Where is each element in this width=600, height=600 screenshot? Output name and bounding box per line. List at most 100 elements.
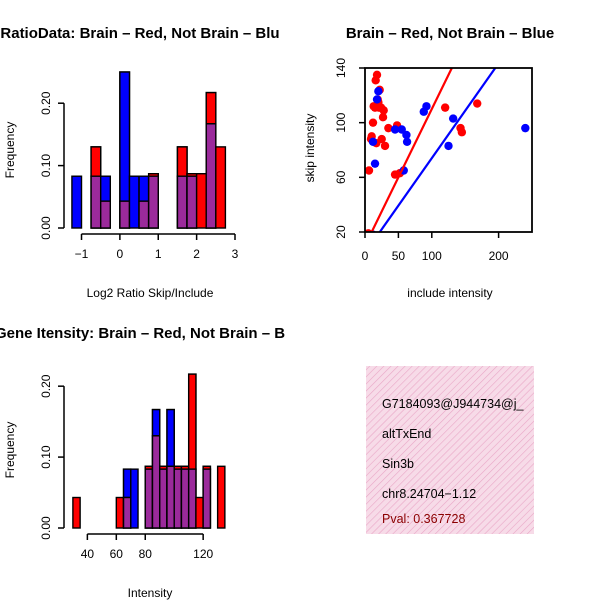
- ratio-histogram-bar-top: [138, 175, 150, 202]
- info-background: [366, 366, 534, 534]
- ratio-histogram-xlabel: Log2 Ratio Skip/Include: [87, 286, 214, 300]
- scatter-point-not-brain: [372, 95, 382, 104]
- scatter-plot-area: [365, 68, 530, 232]
- scatter-point-not-brain: [521, 123, 530, 133]
- intensity-histogram-bar-overlap: [159, 468, 168, 529]
- ratio-histogram-bar-top: [119, 71, 131, 202]
- scatter-point-not-brain: [444, 141, 453, 151]
- scatter-point-brain: [365, 166, 374, 175]
- ratio-histogram-x-tick-label: 1: [155, 247, 162, 261]
- intensity-histogram-x-tick-label: 120: [193, 547, 213, 561]
- scatter-fit-line-blue: [378, 68, 497, 232]
- intensity-histogram-bar-overlap: [202, 468, 212, 529]
- intensity-histogram-x-tick-label: 80: [139, 547, 153, 561]
- ratio-histogram-bar-top: [90, 146, 102, 177]
- ratio-histogram-axes: −1 0 1 2 3 0.00 0.10 0.20: [39, 91, 239, 261]
- scatter-y-tick-label: 20: [334, 225, 348, 239]
- intensity-histogram-x-tick-label: 40: [81, 547, 95, 561]
- scatter-point-brain: [379, 106, 388, 115]
- scatter-y-tick-label: 140: [334, 58, 348, 78]
- info-line-type: altTxEnd: [382, 427, 431, 441]
- ratio-histogram-bar-not-brain: [128, 175, 140, 229]
- intensity-histogram-bar-brain: [72, 496, 81, 529]
- scatter-fit-line-red: [370, 68, 453, 232]
- ratio-histogram-bars: [71, 71, 227, 229]
- ratio-histogram-bar-overlap: [186, 175, 198, 229]
- ratio-histogram-panel: RatioData: Brain – Red, Not Brain – Blu …: [0, 25, 279, 300]
- intensity-histogram-ylabel: Frequency: [3, 422, 17, 479]
- intensity-histogram-bar-top: [187, 373, 197, 470]
- intensity-histogram-x-tick-label: 60: [110, 547, 124, 561]
- scatter-axes: 0 50 100 200 20 60 100 140: [334, 58, 533, 263]
- scatter-xlabel: include intensity: [407, 286, 492, 300]
- info-line-location: chr8.24704−1.12: [382, 487, 476, 501]
- scatter-point-not-brain: [448, 114, 458, 123]
- info-panel: G7184093@J944734@j_ altTxEnd Sin3b chr8.…: [366, 366, 534, 534]
- ratio-histogram-bar-overlap: [90, 175, 102, 229]
- intensity-histogram-bar-top: [151, 408, 161, 437]
- scatter-y-tick-label: 100: [334, 112, 348, 132]
- ratio-histogram-bar-overlap: [99, 200, 111, 229]
- scatter-point-brain: [473, 99, 482, 108]
- scatter-point-not-brain: [370, 159, 380, 168]
- intensity-histogram-y-tick-label: 0.20: [39, 374, 53, 398]
- scatter-y-tick-label: 60: [334, 170, 348, 184]
- ratio-histogram-bar-overlap: [176, 175, 188, 229]
- intensity-histogram-bar-overlap: [187, 468, 197, 529]
- intensity-histogram-bar-overlap: [173, 468, 183, 529]
- ratio-histogram-y-tick-label: 0.00: [39, 216, 53, 240]
- intensity-histogram-bar-overlap: [166, 465, 175, 529]
- ratio-histogram-bar-not-brain: [71, 175, 83, 229]
- scatter-point-not-brain: [422, 102, 431, 111]
- ratio-histogram-bar-overlap: [119, 200, 131, 229]
- ratio-histogram-x-tick-label: −1: [75, 247, 89, 261]
- info-line-gene: Sin3b: [382, 457, 414, 471]
- ratio-histogram-y-tick-label: 0.20: [39, 91, 53, 115]
- intensity-histogram-bar-brain: [195, 496, 204, 529]
- scatter-point-brain: [380, 141, 390, 151]
- scatter-point-brain: [378, 113, 388, 122]
- intensity-histogram-bar-top: [166, 408, 175, 468]
- intensity-histogram-bar-top: [122, 468, 132, 499]
- intensity-histogram-axes: 40 60 80 120 0.00 0.10 0.20: [39, 374, 213, 561]
- ratio-histogram-ylabel: Frequency: [3, 122, 17, 179]
- intensity-histogram-bar-overlap: [151, 435, 161, 529]
- scatter-point-brain: [377, 134, 386, 144]
- scatter-point-brain: [372, 70, 382, 80]
- scatter-point-not-brain: [402, 130, 411, 140]
- scatter-point-brain: [368, 118, 378, 127]
- scatter-x-tick-label: 200: [489, 249, 509, 263]
- scatter-point-not-brain: [374, 87, 383, 96]
- intensity-histogram-title: Gene Itensity: Brain – Red, Not Brain – …: [0, 325, 285, 342]
- scatter-x-tick-label: 0: [362, 249, 369, 263]
- ratio-histogram-bar-brain: [195, 173, 207, 229]
- scatter-point-not-brain: [390, 125, 400, 134]
- ratio-histogram-bar-top: [176, 146, 188, 177]
- ratio-histogram-x-tick-label: 3: [232, 247, 239, 261]
- scatter-title: Brain – Red, Not Brain – Blue: [346, 25, 554, 42]
- ratio-histogram-bar-top: [99, 175, 111, 202]
- scatter-x-tick-label: 50: [392, 249, 406, 263]
- intensity-histogram-xlabel: Intensity: [128, 586, 173, 600]
- scatter-frame: [364, 67, 533, 233]
- ratio-histogram-title: RatioData: Brain – Red, Not Brain – Blu: [0, 25, 279, 42]
- scatter-x-tick-label: 100: [422, 249, 442, 263]
- ratio-histogram-bar-overlap: [205, 123, 217, 229]
- intensity-histogram-bar-brain: [216, 465, 226, 529]
- ratio-histogram-bar-top: [205, 91, 217, 125]
- intensity-histogram-bar-brain: [115, 496, 125, 529]
- scatter-point-brain: [384, 123, 393, 133]
- ratio-histogram-bar-overlap: [138, 200, 150, 229]
- scatter-ylabel: skip intensity: [303, 114, 317, 183]
- ratio-histogram-x-tick-label: 2: [193, 247, 200, 261]
- scatter-panel: Brain – Red, Not Brain – Blue include in…: [303, 25, 554, 300]
- ratio-histogram-x-tick-label: 0: [117, 247, 124, 261]
- intensity-histogram-bar-overlap: [122, 496, 132, 529]
- scatter-point-not-brain: [397, 125, 406, 134]
- scatter-point-not-brain: [402, 137, 412, 146]
- ratio-histogram-bar-overlap: [147, 175, 159, 229]
- scatter-point-brain: [440, 103, 450, 112]
- intensity-histogram-bar-overlap: [180, 468, 190, 529]
- info-line-id: G7184093@J944734@j_: [382, 397, 525, 411]
